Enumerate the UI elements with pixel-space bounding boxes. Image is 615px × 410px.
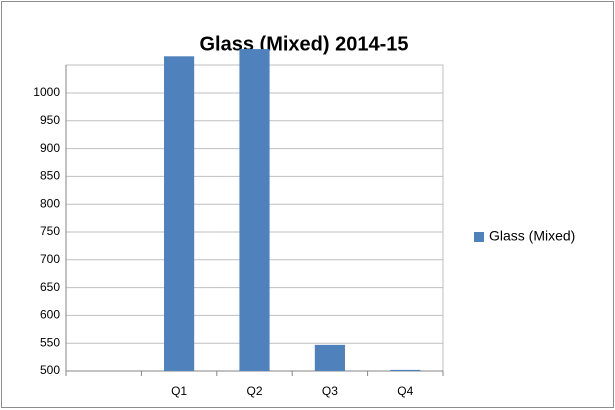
x-tick-label: Q2 [246,384,262,398]
x-tick-label: Q1 [171,384,187,398]
y-tick-label: 850 [40,169,60,183]
y-tick-label: 650 [40,280,60,294]
bar [239,49,270,372]
y-tick-label: 700 [40,252,60,266]
x-tick-label: Q3 [322,384,338,398]
legend-swatch [474,232,484,242]
y-tick-label: 550 [40,335,60,349]
y-tick-label: 1000 [33,85,60,99]
chart-title: Glass (Mixed) 2014-15 [200,33,409,55]
y-tick-label: 500 [40,363,60,377]
bar [314,344,345,371]
x-tick-label: Q4 [397,384,413,398]
y-tick-label: 800 [40,196,60,210]
bar [164,56,195,371]
y-tick-label: 950 [40,113,60,127]
y-tick-label: 900 [40,141,60,155]
y-tick-label: 750 [40,224,60,238]
legend-label: Glass (Mixed) [489,228,575,244]
y-tick-label: 600 [40,308,60,322]
bar [390,369,421,371]
